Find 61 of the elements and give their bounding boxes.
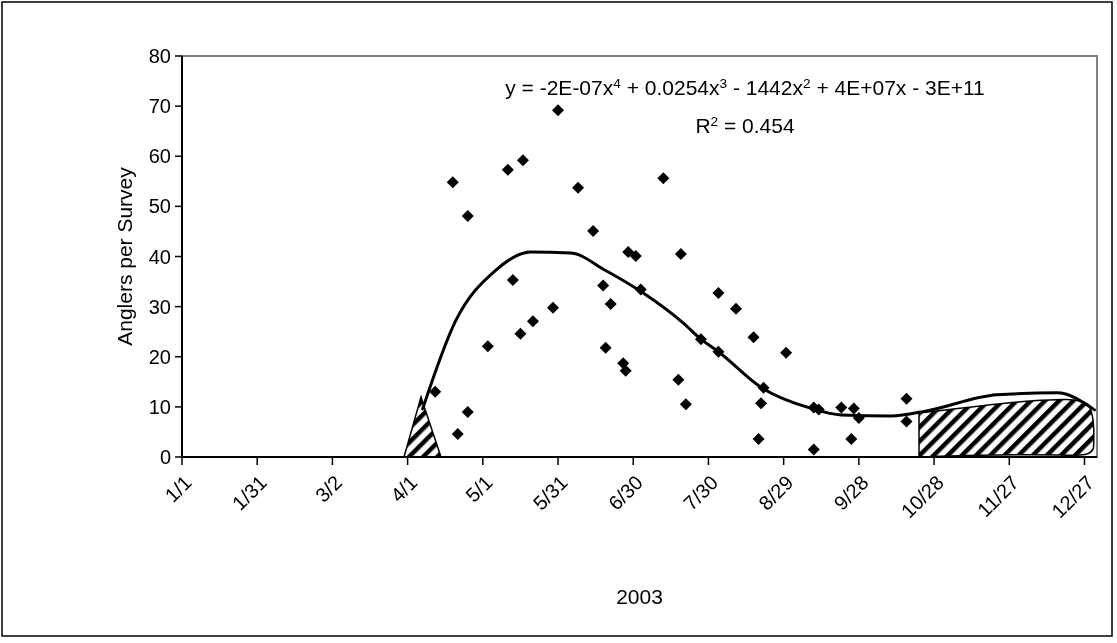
point xyxy=(847,402,860,415)
x-tick-label: 6/30 xyxy=(603,471,648,515)
point xyxy=(481,340,494,353)
point xyxy=(900,415,913,428)
point xyxy=(547,301,560,314)
point xyxy=(622,245,635,258)
x-tick-label: 9/28 xyxy=(829,471,873,515)
y-tick-label: 70 xyxy=(148,95,171,118)
point xyxy=(461,405,474,418)
point xyxy=(516,154,529,167)
point xyxy=(672,373,685,386)
point xyxy=(780,346,793,359)
point xyxy=(657,172,670,185)
point xyxy=(752,432,765,445)
point xyxy=(506,274,519,287)
point xyxy=(461,209,474,222)
point xyxy=(900,392,913,405)
y-tick-label: 10 xyxy=(148,395,171,418)
y-tick-label: 60 xyxy=(148,145,171,168)
point xyxy=(526,315,539,328)
point xyxy=(712,287,725,300)
y-tick-label: 80 xyxy=(148,45,171,67)
point xyxy=(451,427,464,440)
point xyxy=(835,401,848,414)
point xyxy=(514,327,527,340)
point xyxy=(807,443,820,456)
point xyxy=(619,364,632,377)
point xyxy=(429,385,442,398)
x-tick-label: 1/1 xyxy=(160,471,196,507)
x-tick-label: 8/29 xyxy=(754,471,798,515)
x-tick-label: 1/31 xyxy=(227,471,271,515)
point xyxy=(679,398,692,411)
point xyxy=(617,357,630,370)
y-tick-label: 20 xyxy=(148,345,171,368)
x-tick-label: 4/1 xyxy=(386,471,422,507)
y-tick-label: 40 xyxy=(148,245,171,268)
point xyxy=(730,302,743,315)
point xyxy=(587,224,600,237)
annotation: R$^{2}$ = 0.454 xyxy=(695,113,795,137)
point xyxy=(604,298,617,311)
point xyxy=(597,279,610,292)
point xyxy=(501,163,514,176)
y-tick-label: 0 xyxy=(159,446,171,468)
point xyxy=(446,176,459,189)
point xyxy=(572,181,585,194)
annotation: y = -2E-07x$^{4}$ + 0.0254x$^{3}$ - 1442x$^{2}$ + 4E+07x - 3E+11 xyxy=(505,75,985,99)
point xyxy=(674,247,687,260)
x-tick-label: 3/2 xyxy=(310,471,347,507)
x-tick-label: 7/30 xyxy=(679,471,723,515)
point xyxy=(755,397,768,410)
point xyxy=(845,432,858,445)
y-tick-label: 50 xyxy=(148,195,171,218)
point xyxy=(599,341,612,354)
point xyxy=(629,250,642,262)
point xyxy=(747,331,760,344)
x-tick-label: 5/1 xyxy=(461,471,497,507)
point xyxy=(552,104,565,117)
y-axis-title: Anglers per Survey xyxy=(113,166,137,346)
x-axis-title: 2003 xyxy=(616,585,663,609)
x-tick-label: 5/31 xyxy=(528,471,572,515)
y-tick-label: 30 xyxy=(148,295,171,318)
